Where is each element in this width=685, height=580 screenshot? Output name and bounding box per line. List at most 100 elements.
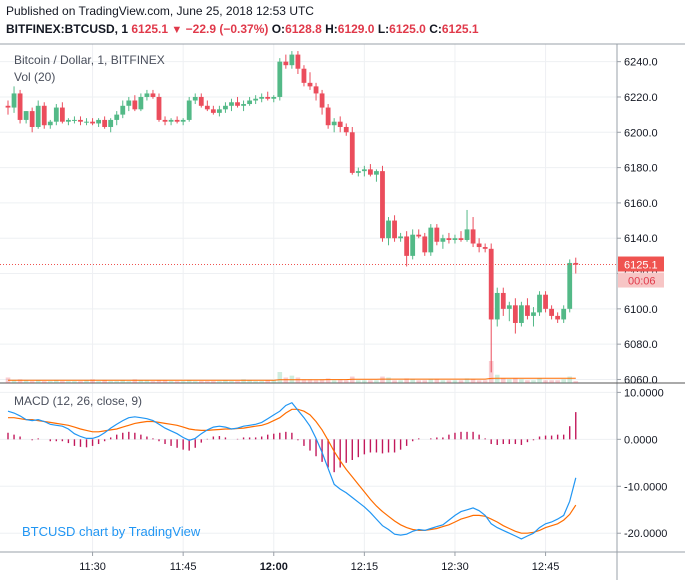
volume-bar [513, 378, 518, 383]
price-tag-value: 6125.1 [624, 260, 658, 272]
last-price: 6125.1 [131, 22, 169, 36]
candle-body [138, 96, 144, 110]
volume-bar [307, 379, 313, 383]
volume-bar [434, 379, 440, 383]
volume-bar [35, 380, 41, 383]
candle-body [355, 171, 361, 173]
volume-bar [440, 380, 446, 383]
pair-legend[interactable]: Bitcoin / Dollar, 1, BITFINEX [14, 53, 165, 67]
volume-ma-line [8, 377, 576, 381]
candle-body [41, 105, 47, 126]
candle-body [90, 121, 95, 124]
candle-body [198, 96, 204, 106]
candle-body [537, 294, 542, 313]
volume-bar [108, 381, 113, 383]
candle-body [398, 236, 403, 239]
volume-bar [549, 380, 554, 383]
price-tick-label: 6100.0 [624, 304, 658, 316]
candle-body [506, 305, 512, 309]
volume-bar [29, 381, 35, 383]
candle-body [410, 234, 416, 256]
volume-bar [41, 381, 47, 383]
volume-bar [23, 380, 29, 383]
volume-bar [174, 381, 180, 383]
price-tag-timer-bg [618, 272, 664, 288]
volume-bar [247, 380, 252, 383]
candle-body [59, 107, 65, 122]
candle-body [150, 93, 156, 97]
volume-bar [271, 380, 277, 383]
candle-body [488, 248, 494, 320]
volume-bar [422, 380, 428, 383]
volume-bar [198, 381, 204, 383]
volume-bar [138, 380, 144, 383]
volume-bar [186, 380, 192, 383]
candle-body [259, 96, 265, 99]
time-tick-label: 12:45 [532, 561, 560, 573]
volume-bar [17, 379, 23, 383]
volume-bar [144, 380, 150, 383]
volume-bar [84, 380, 89, 383]
volume-bar [482, 380, 488, 383]
volume-bar [47, 381, 53, 383]
volume-bar [90, 379, 95, 383]
open-value: 6128.8 [285, 22, 322, 36]
candle-body [23, 111, 29, 120]
close-value: 6125.1 [441, 22, 479, 36]
volume-legend[interactable]: Vol (20) [14, 70, 56, 84]
volume-bar [120, 380, 126, 383]
candle-body [192, 96, 198, 101]
down-arrow-icon: ▼ [171, 24, 183, 36]
candle-body [114, 114, 120, 120]
time-tick-label: 11:30 [79, 561, 106, 573]
symbol-header: BITFINEX:BTCUSD, 1 6125.1 ▼ −22.9 (−0.37… [6, 22, 479, 36]
candle-body [301, 68, 307, 83]
volume-bar [156, 380, 162, 383]
candle-body [126, 100, 132, 106]
volume-bar [537, 378, 542, 383]
volume-bar [319, 379, 325, 383]
candle-body [47, 121, 53, 126]
volume-bar [96, 381, 101, 383]
price-tick-label: 6200.0 [624, 127, 658, 139]
candle-body [374, 171, 379, 175]
candle-body [325, 107, 331, 126]
candle-body [29, 111, 35, 127]
volume-bar [229, 381, 234, 383]
macd-legend[interactable]: MACD (12, 26, close, 9) [14, 394, 143, 408]
candle-body [241, 104, 246, 106]
candle-body [337, 121, 343, 127]
volume-bar [114, 381, 120, 383]
candle-body [120, 105, 126, 115]
published-line: Published on TradingView.com, June 25, 2… [6, 4, 314, 18]
volume-bar [337, 379, 343, 383]
volume-bar [205, 381, 210, 383]
candle-body [440, 238, 446, 242]
volume-bar [72, 381, 77, 383]
volume-bar [567, 376, 573, 383]
candle-body [434, 227, 440, 242]
time-tick-label: 11:45 [170, 561, 197, 573]
time-tick-label: 12:00 [260, 561, 288, 573]
candle-body [35, 105, 41, 127]
macd-tick-label: -20.0000 [624, 528, 667, 540]
volume-bar [446, 380, 452, 383]
candle-body [247, 100, 252, 105]
volume-bar [301, 379, 307, 383]
candle-body [204, 105, 210, 110]
volume-bar [507, 379, 512, 383]
candle-body [386, 220, 391, 239]
candle-body [84, 121, 89, 123]
volume-bar [11, 380, 17, 383]
volume-bar [325, 378, 331, 383]
candle-body [464, 229, 470, 240]
volume-bar [374, 380, 379, 383]
candle-body [531, 312, 536, 316]
volume-bar [458, 380, 464, 383]
candle-body [380, 171, 385, 239]
open-label: O: [271, 22, 286, 36]
candle-body [102, 119, 108, 127]
candle-body [470, 229, 476, 244]
candle-body [549, 308, 554, 316]
